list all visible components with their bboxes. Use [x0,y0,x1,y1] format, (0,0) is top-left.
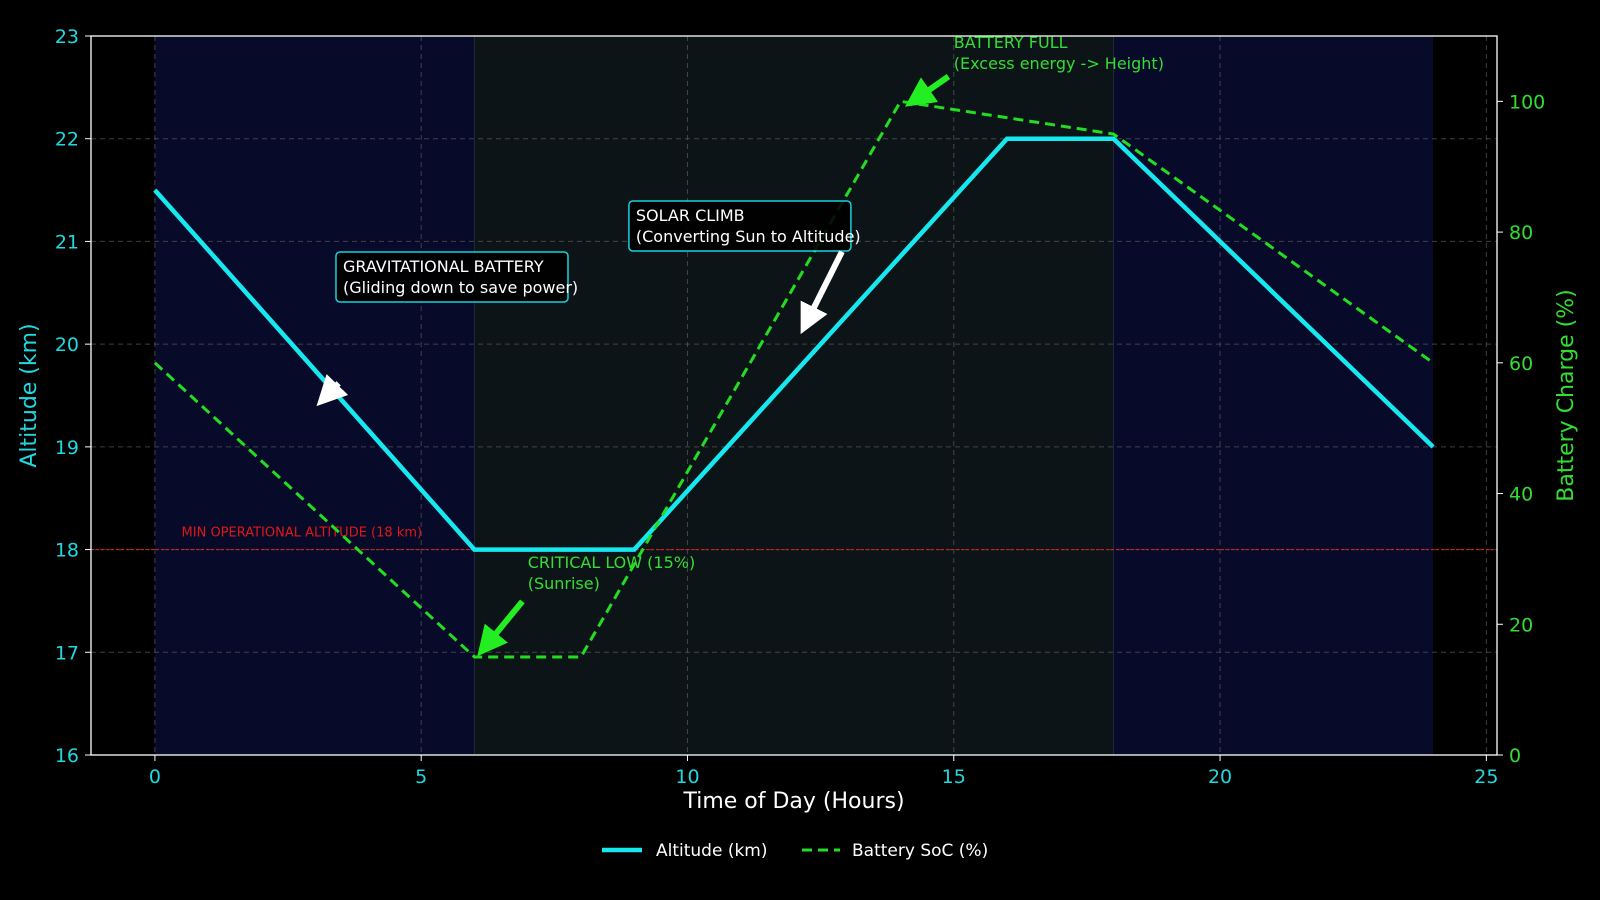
annotation-box-grav [335,251,569,303]
x-tick-label: 20 [1208,766,1232,788]
legend-label-battery: Battery SoC (%) [852,841,988,861]
annotation-arrow-full [904,74,951,107]
plot-frame [90,35,1498,756]
y-axis-label: Altitude (km) [17,323,42,467]
background-band-night [154,36,475,755]
y-tick-label: 19 [55,437,79,459]
x-axis-label: Time of Day (Hours) [682,789,904,814]
y2-tick-label: 100 [1509,91,1545,113]
x-tick-label: 0 [149,766,161,788]
x-tick-label: 10 [675,766,699,788]
y-tick-label: 16 [55,745,79,767]
annotation-full-line: (Excess energy -> Height) [954,54,1164,73]
annotation-grav-line: GRAVITATIONAL BATTERY [343,257,544,276]
annotation-arrow-crit [477,599,525,657]
series-altitude-line [153,136,1435,552]
legend-label-altitude: Altitude (km) [656,841,768,861]
y-tick-label: 18 [55,540,79,562]
y2-tick-label: 60 [1509,353,1533,375]
annotation-full-line: BATTERY FULL [954,33,1068,52]
threshold-label: MIN OPERATIONAL ALTITUDE (18 km) [182,526,423,541]
annotation-arrow-solar [800,250,845,335]
series-battery-line [153,99,1434,659]
annotation-solar-line: (Converting Sun to Altitude) [636,227,861,246]
y-tick-label: 22 [55,129,79,151]
annotation-arrow-grav [316,374,349,407]
annotation-solar-line: SOLAR CLIMB [636,206,745,225]
y2-tick-label: 40 [1509,484,1533,506]
x-tick-label: 15 [942,766,966,788]
annotation-crit-line: CRITICAL LOW (15%) [528,553,696,572]
annotation-crit-line: (Sunrise) [528,574,600,593]
y2-axis-label: Battery Charge (%) [1554,289,1579,501]
y-tick-label: 21 [55,231,79,253]
x-tick-label: 5 [415,766,427,788]
y-tick-label: 23 [55,26,79,48]
y2-tick-label: 80 [1509,222,1533,244]
background-band-day [474,36,1114,755]
annotation-grav-line: (Gliding down to save power) [343,278,578,297]
y2-tick-label: 20 [1509,614,1533,636]
y-tick-label: 20 [55,334,79,356]
y-tick-label: 17 [55,642,79,664]
x-tick-label: 25 [1474,766,1498,788]
background-band-night [1113,36,1434,755]
y2-tick-label: 0 [1509,745,1521,767]
annotation-box-solar [628,200,852,252]
